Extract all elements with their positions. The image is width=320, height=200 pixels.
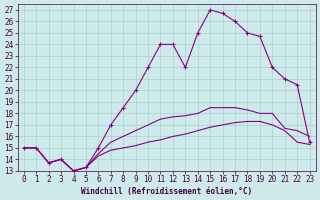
- X-axis label: Windchill (Refroidissement éolien,°C): Windchill (Refroidissement éolien,°C): [81, 187, 252, 196]
